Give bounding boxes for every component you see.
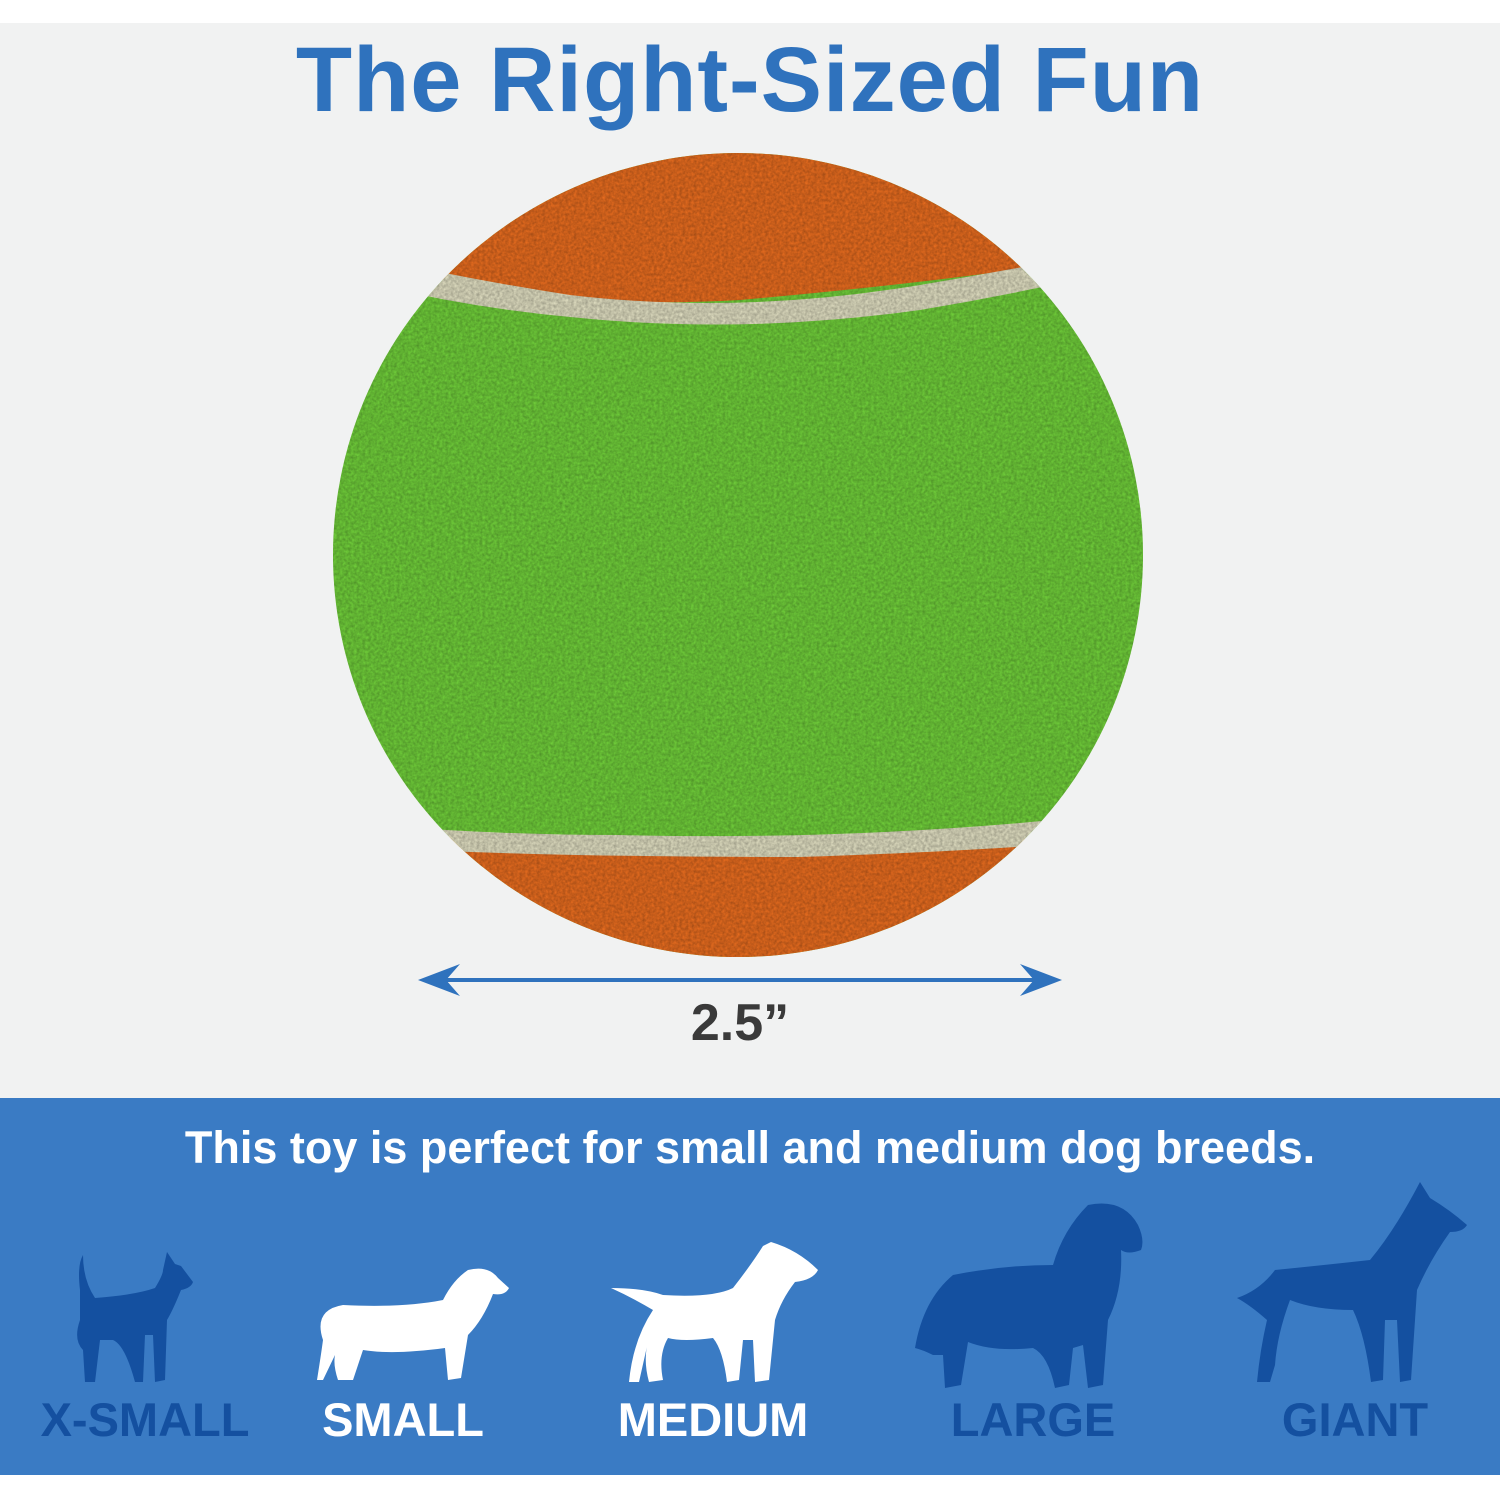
size-label: X-SMALL (40, 1393, 250, 1446)
dachshund-silhouette-icon (317, 1268, 509, 1380)
size-medium: MEDIUM (563, 1170, 863, 1460)
size-giant: GIANT (1205, 1170, 1500, 1460)
great-dane-silhouette-icon (1237, 1182, 1467, 1382)
page-title: The Right-Sized Fun (295, 29, 1205, 131)
tennis-ball-image (333, 153, 1143, 957)
size-label: GIANT (1281, 1393, 1429, 1446)
size-label: SMALL (322, 1393, 484, 1446)
dimension-label: 2.5” (690, 994, 790, 1052)
size-large: LARGE (883, 1170, 1183, 1460)
size-small: SMALL (253, 1170, 553, 1460)
size-x-small: X-SMALL (0, 1170, 295, 1460)
golden-retriever-silhouette-icon (915, 1203, 1143, 1388)
size-label: MEDIUM (617, 1393, 809, 1446)
size-label: LARGE (950, 1393, 1116, 1446)
width-dimension-arrow (418, 964, 1062, 996)
bull-terrier-silhouette-icon (611, 1242, 818, 1382)
chihuahua-silhouette-icon (77, 1252, 193, 1382)
size-guide-tagline: This toy is perfect for small and medium… (184, 1122, 1316, 1173)
